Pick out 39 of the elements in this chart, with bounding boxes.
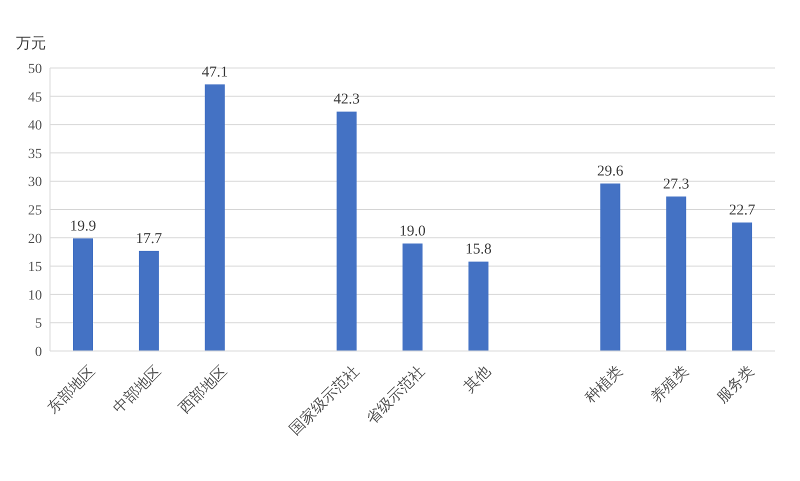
x-tick-label: 东部地区 [44,362,99,418]
y-axis-title: 万元 [16,35,46,53]
y-tick-label: 10 [28,288,42,304]
y-tick-label: 0 [35,344,42,360]
x-tick-label: 种植类 [582,362,626,406]
x-tick-label: 其他 [460,362,494,396]
bar [666,196,686,351]
y-tick-label: 15 [28,260,42,276]
y-tick-label: 25 [28,203,42,218]
data-label: 17.7 [136,230,163,247]
x-tick-label: 省级示范社 [363,362,428,428]
data-label: 19.0 [399,223,426,240]
bar [468,262,488,351]
y-tick-label: 5 [35,316,42,332]
y-tick-label: 50 [28,62,42,77]
bar [732,222,752,351]
data-label: 22.7 [728,202,756,219]
x-tick-label: 西部地区 [176,362,230,418]
y-tick-label: 45 [28,90,42,106]
x-tick-label: 中部地区 [110,362,164,418]
data-label: 29.6 [597,163,624,180]
y-tick-label: 35 [28,146,42,162]
data-label: 27.3 [663,176,690,192]
y-tick-label: 40 [28,118,42,134]
x-tick-label: 服务类 [714,362,758,406]
y-tick-label: 20 [28,232,42,247]
x-tick-label: 国家级示范社 [286,362,362,438]
data-label: 42.3 [334,92,360,108]
bar [73,238,93,351]
bar [204,84,225,351]
bar [336,112,357,351]
y-tick-label: 30 [28,175,42,190]
bar [402,243,423,351]
data-label: 19.9 [70,218,96,234]
bar [600,183,620,351]
data-label: 15.8 [465,242,492,258]
data-label: 47.1 [202,64,228,80]
x-tick-label: 养殖类 [648,362,692,406]
bar [138,250,159,351]
